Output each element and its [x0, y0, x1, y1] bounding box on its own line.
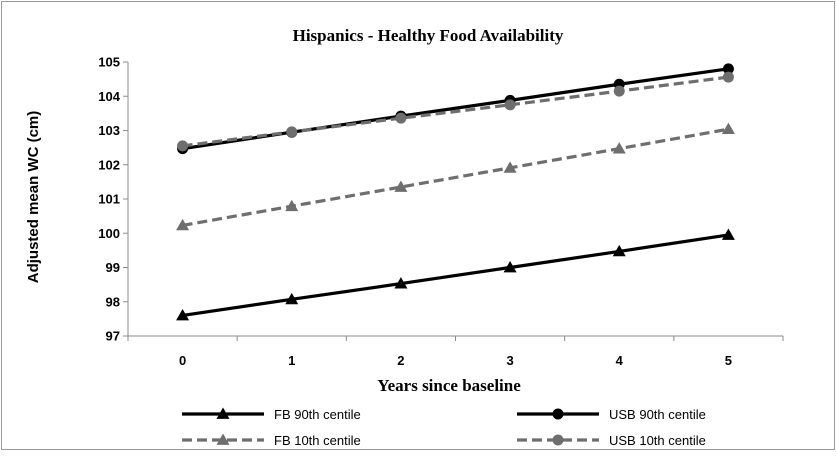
legend-item: FB 90th centile — [182, 407, 361, 422]
data-point — [176, 308, 190, 321]
y-tick-label: 104 — [98, 89, 120, 104]
legend-label: FB 90th centile — [274, 407, 361, 422]
legend-swatch-marker — [216, 433, 230, 445]
data-point — [176, 218, 190, 231]
series-line — [182, 127, 729, 227]
y-tick-label: 103 — [98, 123, 120, 138]
data-point — [503, 261, 517, 273]
y-tick-label: 100 — [98, 226, 120, 241]
data-point — [612, 142, 626, 154]
legend-swatch-marker — [552, 408, 564, 420]
data-point — [722, 71, 734, 83]
legend-swatch-marker — [216, 407, 230, 419]
x-tick-label: 3 — [506, 353, 513, 368]
y-tick-label: 101 — [98, 192, 120, 207]
y-tick-label: 102 — [98, 157, 120, 172]
y-axis-label: Adjusted mean WC (cm) — [25, 111, 42, 284]
legend-label: USB 10th centile — [609, 433, 706, 448]
data-point — [285, 292, 299, 305]
data-point — [285, 199, 299, 212]
data-point — [613, 85, 625, 97]
data-point — [722, 63, 734, 75]
legend-label: USB 90th centile — [609, 407, 706, 422]
chart-title: Hispanics - Healthy Food Availability — [293, 26, 564, 45]
data-point — [612, 244, 626, 257]
x-tick-label: 0 — [179, 353, 186, 368]
legend-label: FB 10th centile — [274, 433, 361, 448]
legend-swatch-marker — [552, 434, 564, 446]
legend: FB 90th centile USB 90th centile FB 10th c… — [182, 407, 706, 448]
x-tick-label: 1 — [288, 353, 295, 368]
legend-item: USB 10th centile — [517, 433, 706, 448]
legend-item: USB 90th centile — [517, 407, 706, 422]
data-point — [721, 122, 735, 135]
series-fb-90th-centile — [176, 228, 735, 321]
x-tick-label: 5 — [725, 353, 732, 368]
series-layer — [176, 63, 735, 321]
data-point — [177, 140, 189, 152]
series-line — [182, 75, 729, 148]
x-tick-label: 4 — [616, 353, 624, 368]
y-tick-label: 98 — [106, 294, 120, 309]
y-tick-label: 99 — [106, 260, 120, 275]
data-point — [503, 161, 517, 173]
y-tick-label: 105 — [98, 55, 120, 70]
series-line — [182, 233, 729, 318]
x-axis-label: Years since baseline — [377, 376, 521, 395]
data-point — [394, 180, 408, 192]
y-tick-label: 97 — [106, 329, 120, 344]
axes: 97 98 99 100 101 102 103 104 105 0 1 2 3 4 5 — [98, 55, 784, 368]
data-point — [504, 99, 516, 111]
series-fb-10th-centile — [176, 122, 735, 231]
data-point — [721, 228, 735, 240]
x-tick-label: 2 — [397, 353, 404, 368]
data-point — [286, 126, 298, 138]
series-usb-10th-centile — [177, 71, 734, 152]
legend-item: FB 10th centile — [182, 433, 361, 448]
data-point — [395, 112, 407, 124]
data-point — [394, 277, 408, 289]
